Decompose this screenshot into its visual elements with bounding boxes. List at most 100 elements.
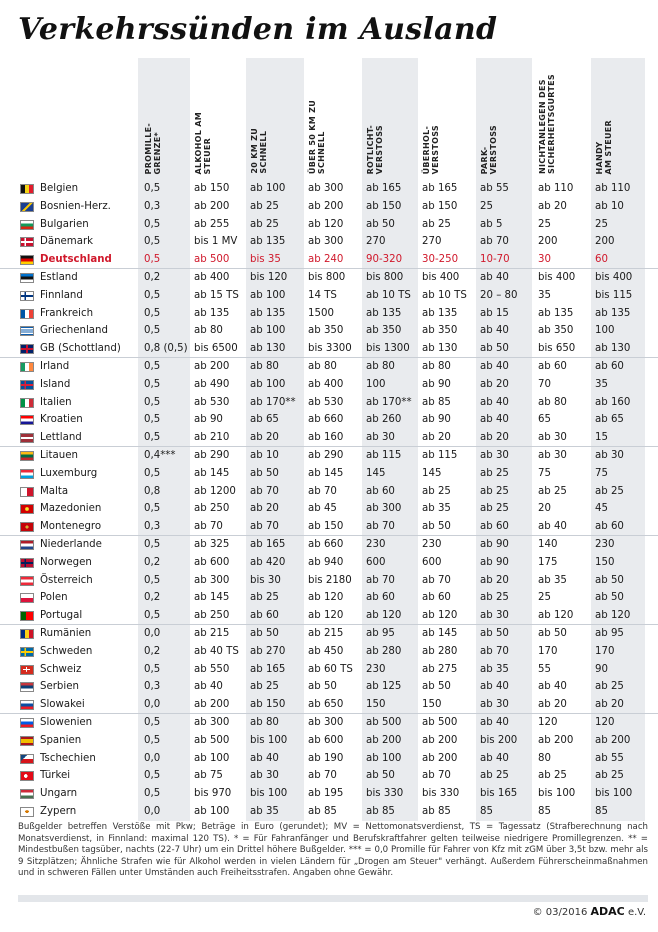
fine-cell: ab 660 <box>308 538 344 550</box>
fine-cell: ab 290 <box>194 449 230 461</box>
column-header: Rotlicht- verstoß <box>366 124 384 174</box>
column-band <box>476 660 532 679</box>
column-band <box>591 749 645 768</box>
fine-cell: bis 115 <box>595 289 633 301</box>
flag-greece-icon <box>20 326 34 337</box>
column-band <box>138 464 190 483</box>
column-band <box>362 802 418 821</box>
column-band <box>362 589 418 608</box>
column-band <box>138 660 190 679</box>
fine-cell: 0,5 <box>144 236 161 248</box>
column-band <box>591 518 645 535</box>
flag-romania-icon <box>20 628 34 639</box>
column-band <box>362 553 418 572</box>
fine-cell: 150 <box>366 699 386 711</box>
fine-cell: 10-70 <box>480 254 510 266</box>
flag-ireland-icon <box>20 361 34 372</box>
fine-cell: 0,8 (0,5) <box>144 343 188 355</box>
fine-cell: ab 125 <box>366 681 402 693</box>
fine-cell: 90-320 <box>366 254 403 266</box>
fine-cell: 0,5 <box>144 788 161 800</box>
country-name: Kroatien <box>40 414 83 426</box>
fine-cell: ab 100 <box>250 183 286 194</box>
fine-cell: ab 40 <box>480 414 509 426</box>
fine-cell: ab 20 <box>250 432 279 444</box>
fine-cell: ab 130 <box>595 343 631 355</box>
flag-iceland-icon <box>20 379 34 390</box>
column-band <box>476 785 532 803</box>
fine-cell: 70 <box>538 378 551 390</box>
country-name: Norwegen <box>40 556 92 568</box>
fine-cell: ab 50 <box>366 770 395 782</box>
fine-cell: 0,2 <box>144 556 161 568</box>
fine-cell: ab 55 <box>480 183 509 194</box>
fine-cell: ab 30 <box>538 432 567 444</box>
flag-serbia-icon <box>20 682 34 693</box>
fine-cell: 0,2 <box>144 271 161 283</box>
table-row: Belgien 0,5 ab 150 ab 100 ab 300 ab 165 ab 165… <box>0 180 658 198</box>
fine-cell: ab 190 <box>308 752 344 764</box>
fine-cell: ab 550 <box>194 663 230 675</box>
fine-cell: bis 1300 <box>366 343 410 355</box>
table-row: Litauen 0,4*** ab 290 ab 10 ab 290 ab 115 ab 1… <box>0 446 658 465</box>
table-row: Türkei 0,5 ab 75 ab 30 ab 70 ab 50 ab 70 ab 25 a… <box>0 767 658 786</box>
fine-cell: 0,5 <box>144 538 161 550</box>
column-band <box>362 535 418 554</box>
fine-cell: ab 25 <box>480 503 509 515</box>
adac-logo: ADAC <box>590 905 625 918</box>
fine-cell: 75 <box>538 467 551 479</box>
footnote: Bußgelder betreffen Verstöße mit Pkw; Be… <box>18 822 648 878</box>
fine-cell: bis 650 <box>538 343 576 355</box>
fine-cell: ab 25 <box>538 770 567 782</box>
fine-cell: 45 <box>595 503 608 515</box>
country-name: Niederlande <box>40 538 102 550</box>
fine-cell: ab 45 <box>308 503 337 515</box>
column-band <box>138 322 190 341</box>
fine-cell: 0,4*** <box>144 449 176 461</box>
country-name: Griechenland <box>40 325 108 337</box>
fine-cell: ab 30 <box>595 449 624 461</box>
fine-cell: 0,0 <box>144 752 161 764</box>
fine-cell: 0,5 <box>144 414 161 426</box>
fine-cell: ab 25 <box>422 218 451 230</box>
fine-cell: ab 215 <box>194 627 230 639</box>
fine-cell: ab 80 <box>194 325 223 337</box>
column-band <box>246 340 304 357</box>
fine-cell: ab 25 <box>480 592 509 604</box>
fine-cell: ab 95 <box>595 627 624 639</box>
country-name: Schweden <box>40 645 93 657</box>
fine-cell: ab 70 <box>422 770 451 782</box>
column-band <box>138 589 190 608</box>
column-band <box>246 393 304 412</box>
fine-cell: 0,3 <box>144 521 161 533</box>
column-band <box>476 215 532 234</box>
column-band <box>362 446 418 465</box>
table-row: Portugal 0,5 ab 250 ab 60 ab 120 ab 120 ab 120… <box>0 607 658 625</box>
fine-cell: 170 <box>538 645 558 657</box>
fine-cell: ab 200 <box>194 200 230 212</box>
country-name: Malta <box>40 485 69 497</box>
flag-finland-icon <box>20 290 34 301</box>
fine-cell: ab 80 <box>366 360 395 372</box>
fine-cell: ab 85 <box>308 805 337 817</box>
column-band <box>246 286 304 305</box>
fine-cell: ab 135 <box>538 307 574 319</box>
bottom-bar <box>18 895 648 902</box>
column-band <box>362 464 418 483</box>
country-name: Belgien <box>40 183 79 194</box>
fine-cell: 0,5 <box>144 254 161 266</box>
country-name: Ungarn <box>40 788 78 800</box>
column-band <box>138 678 190 697</box>
table-row: Zypern 0,0 ab 100 ab 35 ab 85 ab 85 ab 85 85 85 8… <box>0 802 658 821</box>
column-band <box>138 713 190 732</box>
flag-bulgaria-icon <box>20 219 34 230</box>
column-band <box>138 767 190 786</box>
column-band <box>138 268 190 287</box>
fine-cell: 1500 <box>308 307 334 319</box>
fine-cell: ab 85 <box>422 396 451 408</box>
fine-cell: bis 400 <box>422 271 460 283</box>
table-row: GB (Schottland) 0,8 (0,5) bis 6500 ab 130 bi… <box>0 340 658 358</box>
fine-cell: ab 50 <box>250 627 279 639</box>
fine-cell: bis 330 <box>366 788 404 800</box>
column-band <box>362 411 418 430</box>
